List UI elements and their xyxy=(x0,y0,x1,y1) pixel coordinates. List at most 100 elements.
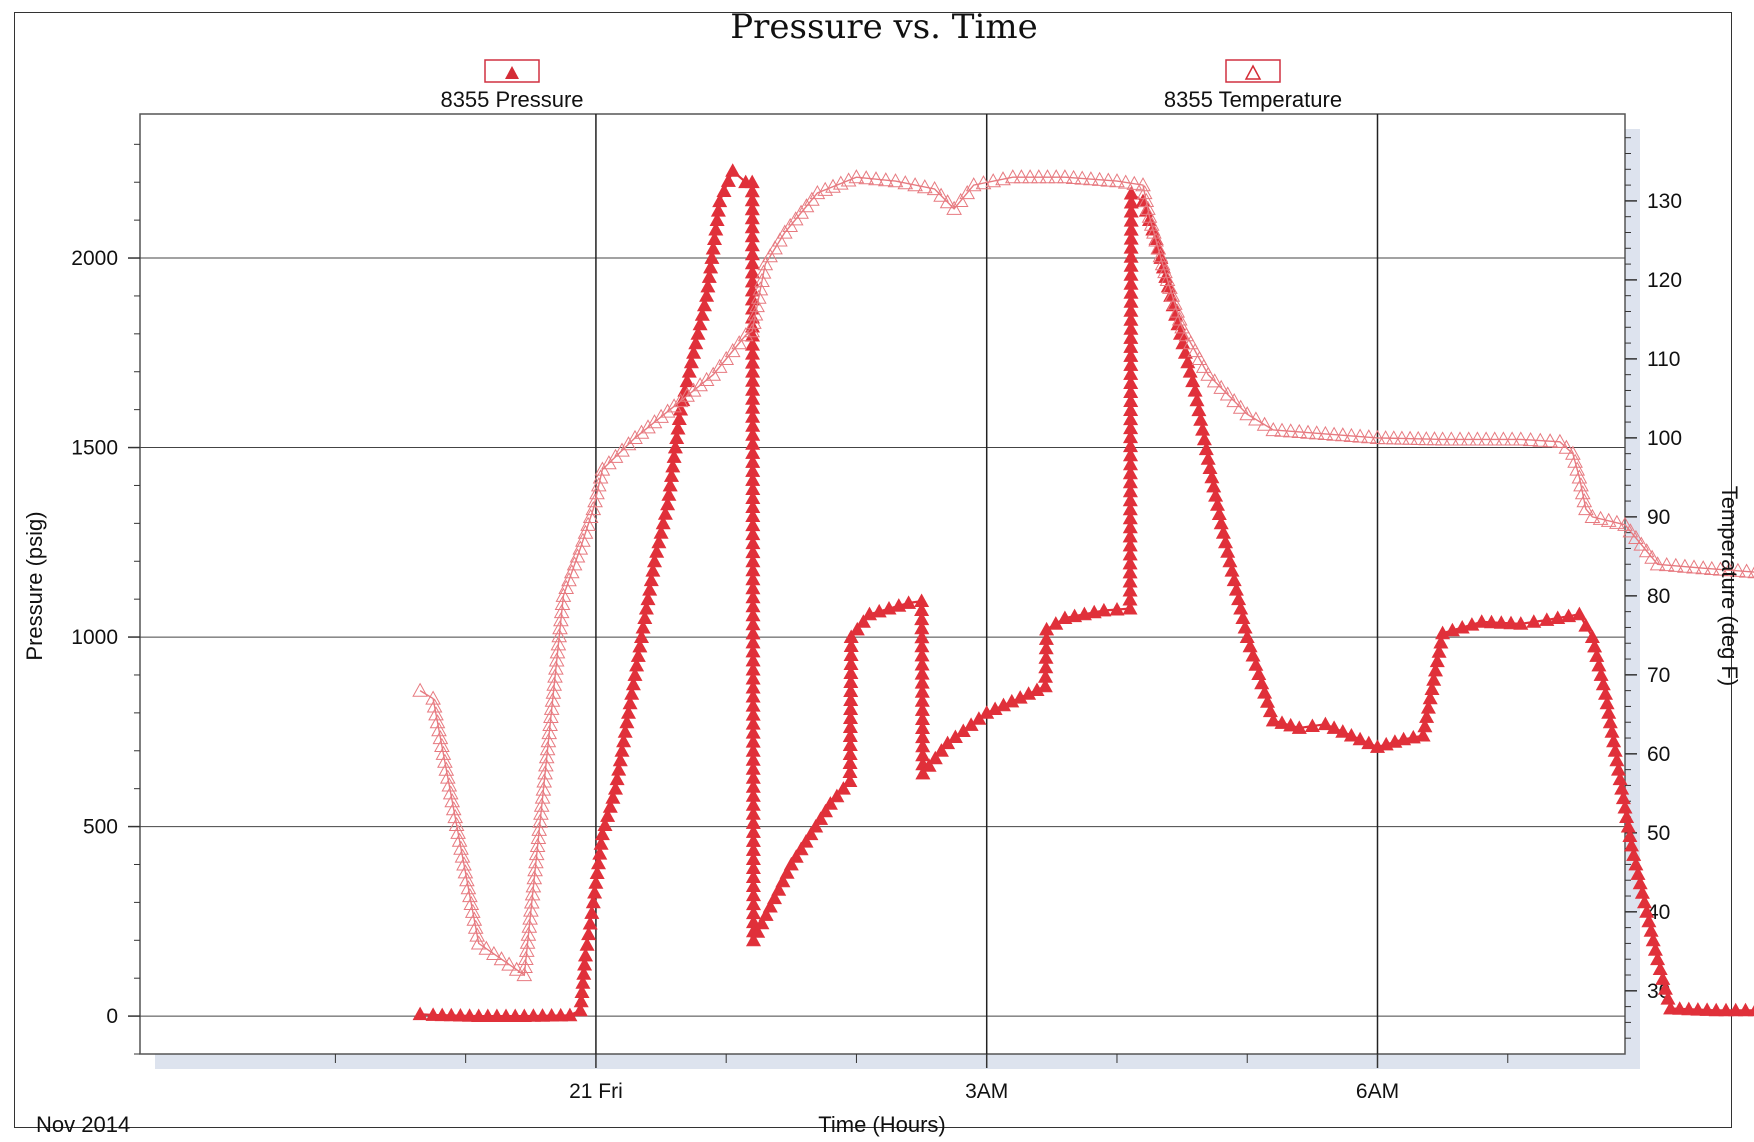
data-point xyxy=(1431,644,1447,658)
data-point xyxy=(561,572,577,587)
data-point xyxy=(543,708,559,723)
data-point xyxy=(1512,431,1529,446)
data-point xyxy=(1213,515,1229,530)
data-point xyxy=(1460,431,1477,446)
data-point xyxy=(767,240,783,255)
data-point xyxy=(907,177,923,192)
data-point xyxy=(1677,558,1693,573)
data-point xyxy=(858,170,875,185)
data-point xyxy=(1013,169,1030,184)
data-point xyxy=(788,849,804,863)
data-point xyxy=(817,803,834,818)
data-point xyxy=(546,676,563,691)
data-point xyxy=(1633,536,1650,551)
data-point xyxy=(1122,600,1138,615)
data-point xyxy=(783,856,799,871)
data-point xyxy=(843,629,859,643)
data-point xyxy=(1643,923,1659,937)
data-point xyxy=(651,534,667,549)
y2-tick-label: 40 xyxy=(1647,901,1670,924)
data-point xyxy=(670,420,686,435)
data-point xyxy=(589,485,605,500)
data-point xyxy=(762,898,778,913)
data-point xyxy=(683,354,699,369)
data-point xyxy=(577,947,594,962)
x-tick-label: 3AM xyxy=(965,1080,1008,1103)
data-point xyxy=(1420,700,1436,714)
data-point xyxy=(1526,614,1542,628)
data-point xyxy=(671,411,687,425)
data-point xyxy=(666,449,682,463)
series-pressure xyxy=(412,163,1754,1022)
data-point xyxy=(1578,500,1594,516)
data-point xyxy=(445,801,462,816)
data-point xyxy=(1282,423,1299,438)
data-point xyxy=(531,821,548,836)
data-point xyxy=(1245,647,1261,662)
data-point xyxy=(1232,399,1249,414)
data-point xyxy=(579,937,595,951)
data-point xyxy=(1667,557,1684,572)
data-point xyxy=(698,371,715,386)
data-point xyxy=(439,769,456,784)
series-layer xyxy=(412,163,1754,1022)
data-point xyxy=(453,840,469,855)
x-tick-label: 21 Fri xyxy=(569,1080,623,1103)
data-point xyxy=(545,684,562,699)
data-point xyxy=(832,175,849,190)
data-point xyxy=(1038,650,1054,664)
data-point xyxy=(1262,703,1278,718)
data-point xyxy=(538,757,554,772)
data-point xyxy=(705,366,722,381)
data-point xyxy=(701,269,717,283)
data-point xyxy=(525,878,542,893)
data-point xyxy=(1369,429,1386,444)
data-point xyxy=(425,1007,441,1021)
data-point xyxy=(1361,735,1377,750)
data-point xyxy=(1226,572,1242,587)
data-point xyxy=(690,326,706,340)
x-axis-label: Time (Hours) xyxy=(818,1112,946,1137)
data-point xyxy=(1122,573,1138,588)
data-point xyxy=(1595,676,1611,691)
data-point xyxy=(580,516,596,531)
data-point xyxy=(1326,720,1342,734)
data-point xyxy=(809,184,826,200)
data-point xyxy=(901,595,917,609)
data-point xyxy=(1074,170,1091,185)
data-point xyxy=(1274,422,1290,437)
data-point xyxy=(1552,433,1568,448)
data-point xyxy=(1647,942,1663,956)
data-point xyxy=(1718,1002,1734,1017)
data-point xyxy=(1123,420,1139,435)
data-point xyxy=(1239,629,1255,643)
data-point xyxy=(538,749,555,764)
data-point xyxy=(749,297,765,313)
data-point xyxy=(1122,492,1138,507)
data-point xyxy=(523,894,540,909)
data-point xyxy=(452,1007,468,1022)
data-point xyxy=(744,323,761,338)
data-point xyxy=(1747,566,1754,579)
data-point xyxy=(535,781,552,796)
data-point xyxy=(1096,602,1112,617)
data-point xyxy=(1712,561,1729,576)
data-point xyxy=(575,975,591,989)
data-point xyxy=(1737,1002,1754,1017)
data-point xyxy=(1452,431,1468,446)
data-point xyxy=(522,910,538,925)
data-point xyxy=(1623,837,1640,852)
data-point xyxy=(842,746,858,760)
data-point xyxy=(614,743,630,757)
data-point xyxy=(699,288,715,302)
data-point xyxy=(1122,474,1138,489)
data-point xyxy=(607,781,624,795)
data-point xyxy=(627,667,643,681)
data-point xyxy=(617,724,633,738)
data-point xyxy=(462,1008,478,1022)
data-point xyxy=(766,890,783,905)
data-point xyxy=(718,350,735,365)
data-point xyxy=(467,919,484,934)
data-point xyxy=(569,548,586,563)
